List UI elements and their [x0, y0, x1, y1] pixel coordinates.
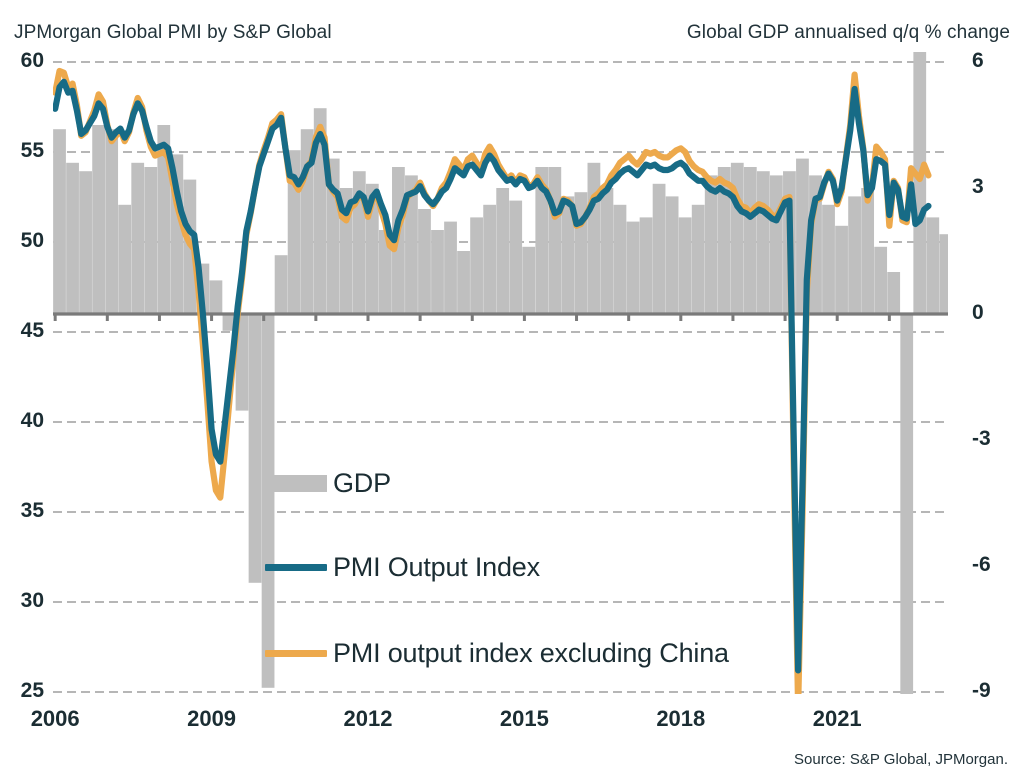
- legend-label: PMI Output Index: [333, 552, 540, 582]
- gdp-bar: [66, 162, 79, 314]
- gdp-bar: [431, 230, 444, 314]
- legend-item-pmi-output-index[interactable]: PMI Output Index: [265, 552, 540, 583]
- right-axis-tick--9: -9: [972, 679, 991, 702]
- gdp-bar: [222, 314, 236, 331]
- gdp-bar: [274, 255, 288, 314]
- x-axis-tick-2006: 2006: [30, 706, 80, 731]
- gdp-bar: [535, 167, 549, 314]
- x-axis-tick-2018: 2018: [656, 706, 706, 731]
- gdp-bar: [769, 175, 783, 314]
- left-axis-tick-45: 45: [20, 319, 44, 342]
- gdp-bar: [92, 125, 106, 314]
- series-left: [53, 78, 932, 674]
- gdp-bar: [261, 314, 275, 688]
- gdp-bar: [939, 234, 948, 314]
- gdp-bar: [913, 52, 927, 315]
- gdp-bar: [900, 314, 914, 694]
- gdp-bar: [405, 175, 418, 314]
- gdp-bar: [1005, 213, 1018, 314]
- gdp-bar: [887, 272, 901, 314]
- legend-swatch-line-icon: [265, 564, 327, 571]
- gdp-bars: [53, 52, 1018, 694]
- gdp-bar: [704, 175, 718, 314]
- x-axis-tick-2021: 2021: [812, 706, 862, 731]
- gdp-bar: [639, 217, 653, 314]
- legend-label: PMI output index excluding China: [333, 638, 729, 668]
- gdp-bar: [822, 204, 835, 314]
- gdp-bar: [496, 188, 510, 314]
- left-axis-tick-40: 40: [20, 409, 44, 432]
- chart-title-right: Global GDP annualised q/q % change: [686, 22, 1010, 43]
- gdp-bar: [691, 204, 705, 314]
- gdp-bar: [652, 183, 666, 314]
- gdp-bar: [861, 188, 875, 314]
- gdp-bar: [522, 246, 536, 314]
- gdp-bar: [105, 129, 119, 314]
- gdp-bar: [848, 196, 861, 314]
- left-axis-tick-60: 60: [20, 49, 44, 72]
- legend-label: GDP: [333, 468, 391, 498]
- legend-swatch-bar-icon: [265, 475, 327, 492]
- gdp-bar: [509, 200, 523, 314]
- gdp-bar: [144, 167, 158, 314]
- gdp-bar: [483, 204, 497, 314]
- right-axis-tick--3: -3: [972, 427, 991, 450]
- gdp-bar: [209, 280, 223, 314]
- gdp-bar: [378, 230, 392, 314]
- x-axis-tick-2009: 2009: [187, 706, 237, 731]
- x-axis-tick-2015: 2015: [499, 706, 549, 731]
- right-axis-tick-6: 6: [972, 49, 984, 72]
- chart-title-left: JPMorgan Global PMI by S&P Global: [14, 22, 332, 43]
- gdp-bar: [992, 289, 1005, 314]
- gdp-bar: [835, 225, 848, 314]
- x-axis-ticks: [53, 314, 891, 321]
- gdp-bar: [874, 246, 888, 314]
- gdp-bar: [248, 314, 262, 583]
- gdp-bar: [470, 217, 483, 314]
- left-axis-tick-25: 25: [20, 679, 44, 702]
- source-note: Source: S&P Global, JPMorgan.: [794, 751, 1008, 768]
- gdp-bar: [118, 204, 132, 314]
- gdp-bar: [548, 167, 562, 314]
- legend-item-gdp[interactable]: GDP: [265, 468, 391, 499]
- gdp-bar: [457, 251, 470, 314]
- right-axis-tick-0: 0: [972, 301, 984, 324]
- gdp-bar: [665, 196, 679, 314]
- gdp-bar: [717, 167, 731, 314]
- chart-titles: JPMorgan Global PMI by S&P Global Global…: [0, 22, 1024, 48]
- gdp-bar: [587, 162, 601, 314]
- gdp-bar: [235, 314, 249, 411]
- x-axis-tick-2012: 2012: [343, 706, 393, 731]
- legend-item-pmi-output-index-excluding-china[interactable]: PMI output index excluding China: [265, 638, 729, 669]
- gdp-bar: [53, 129, 66, 314]
- gdp-bar: [626, 221, 640, 314]
- gdp-bar: [743, 167, 757, 314]
- gridlines: [53, 61, 948, 693]
- gdp-bar: [444, 221, 457, 314]
- right-axis-tick--6: -6: [972, 553, 991, 576]
- left-axis-tick-55: 55: [20, 139, 44, 162]
- gdp-bar: [756, 171, 770, 314]
- gdp-bar: [926, 217, 940, 314]
- gdp-bar: [418, 209, 431, 314]
- legend-swatch-line-icon: [265, 650, 327, 657]
- gdp-bar: [561, 196, 575, 314]
- gdp-bar: [952, 142, 965, 314]
- gdp-bar: [600, 188, 614, 314]
- gdp-bar: [157, 125, 171, 314]
- gdp-bar: [678, 217, 692, 314]
- gdp-bar: [131, 162, 145, 314]
- gdp-bar: [79, 171, 92, 314]
- left-axis-tick-30: 30: [20, 589, 44, 612]
- gdp-bar: [613, 204, 627, 314]
- right-axis-tick-3: 3: [972, 175, 984, 198]
- left-axis-tick-50: 50: [20, 229, 44, 252]
- left-axis-tick-35: 35: [20, 499, 44, 522]
